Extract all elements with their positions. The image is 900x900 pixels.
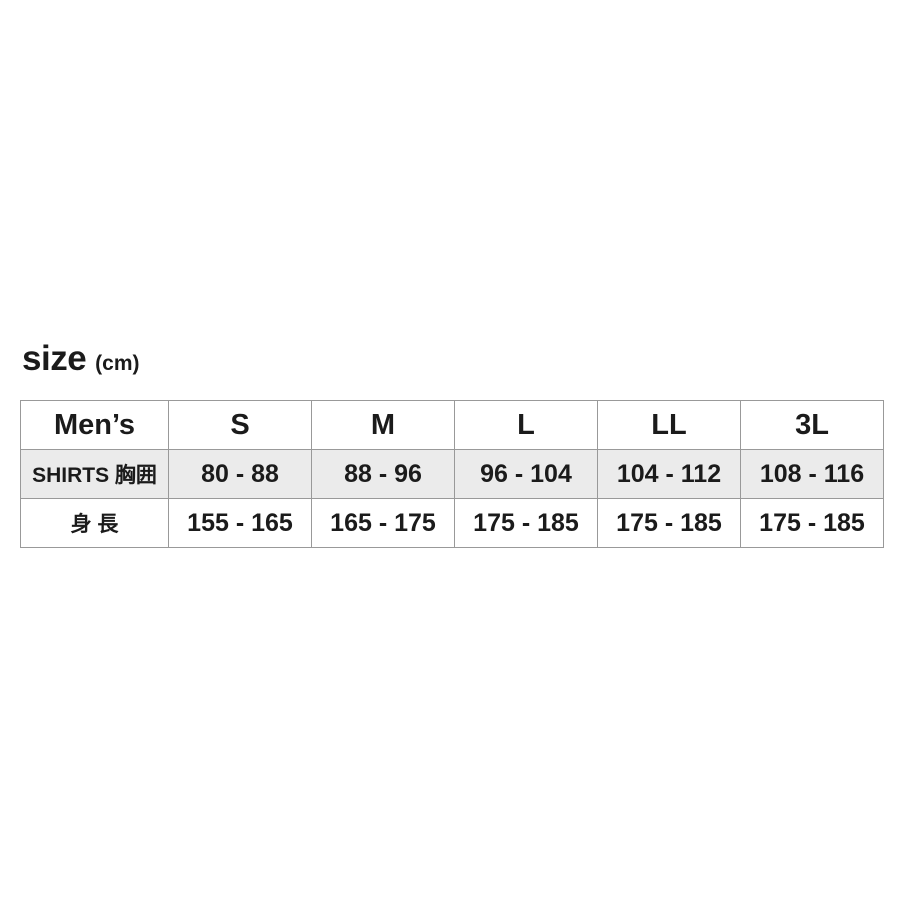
row-label-shirts-chest: SHIRTS 胸囲: [20, 449, 169, 499]
header-cell-mens: Men’s: [20, 400, 169, 450]
chest-value-l: 96 - 104: [454, 449, 598, 499]
height-value-3l: 175 - 185: [740, 498, 884, 548]
size-table: Men’s S M L LL 3L SHIRTS 胸囲 80 - 88 88 -…: [20, 400, 884, 548]
table-header-row: Men’s S M L LL 3L: [20, 400, 884, 450]
header-cell-ll: LL: [597, 400, 741, 450]
page-title-text: size: [22, 339, 87, 378]
header-cell-l: L: [454, 400, 598, 450]
header-cell-s: S: [168, 400, 312, 450]
page-title-unit: (cm): [95, 352, 140, 375]
header-cell-m: M: [311, 400, 455, 450]
page-title: size (cm): [22, 339, 140, 379]
table-row-chest: SHIRTS 胸囲 80 - 88 88 - 96 96 - 104 104 -…: [20, 449, 884, 499]
header-cell-3l: 3L: [740, 400, 884, 450]
height-value-m: 165 - 175: [311, 498, 455, 548]
chest-value-3l: 108 - 116: [740, 449, 884, 499]
chest-value-s: 80 - 88: [168, 449, 312, 499]
table-row-height: 身 長 155 - 165 165 - 175 175 - 185 175 - …: [20, 498, 884, 548]
height-value-s: 155 - 165: [168, 498, 312, 548]
row-label-height: 身 長: [20, 498, 169, 548]
height-value-l: 175 - 185: [454, 498, 598, 548]
height-value-ll: 175 - 185: [597, 498, 741, 548]
chest-value-ll: 104 - 112: [597, 449, 741, 499]
chest-value-m: 88 - 96: [311, 449, 455, 499]
